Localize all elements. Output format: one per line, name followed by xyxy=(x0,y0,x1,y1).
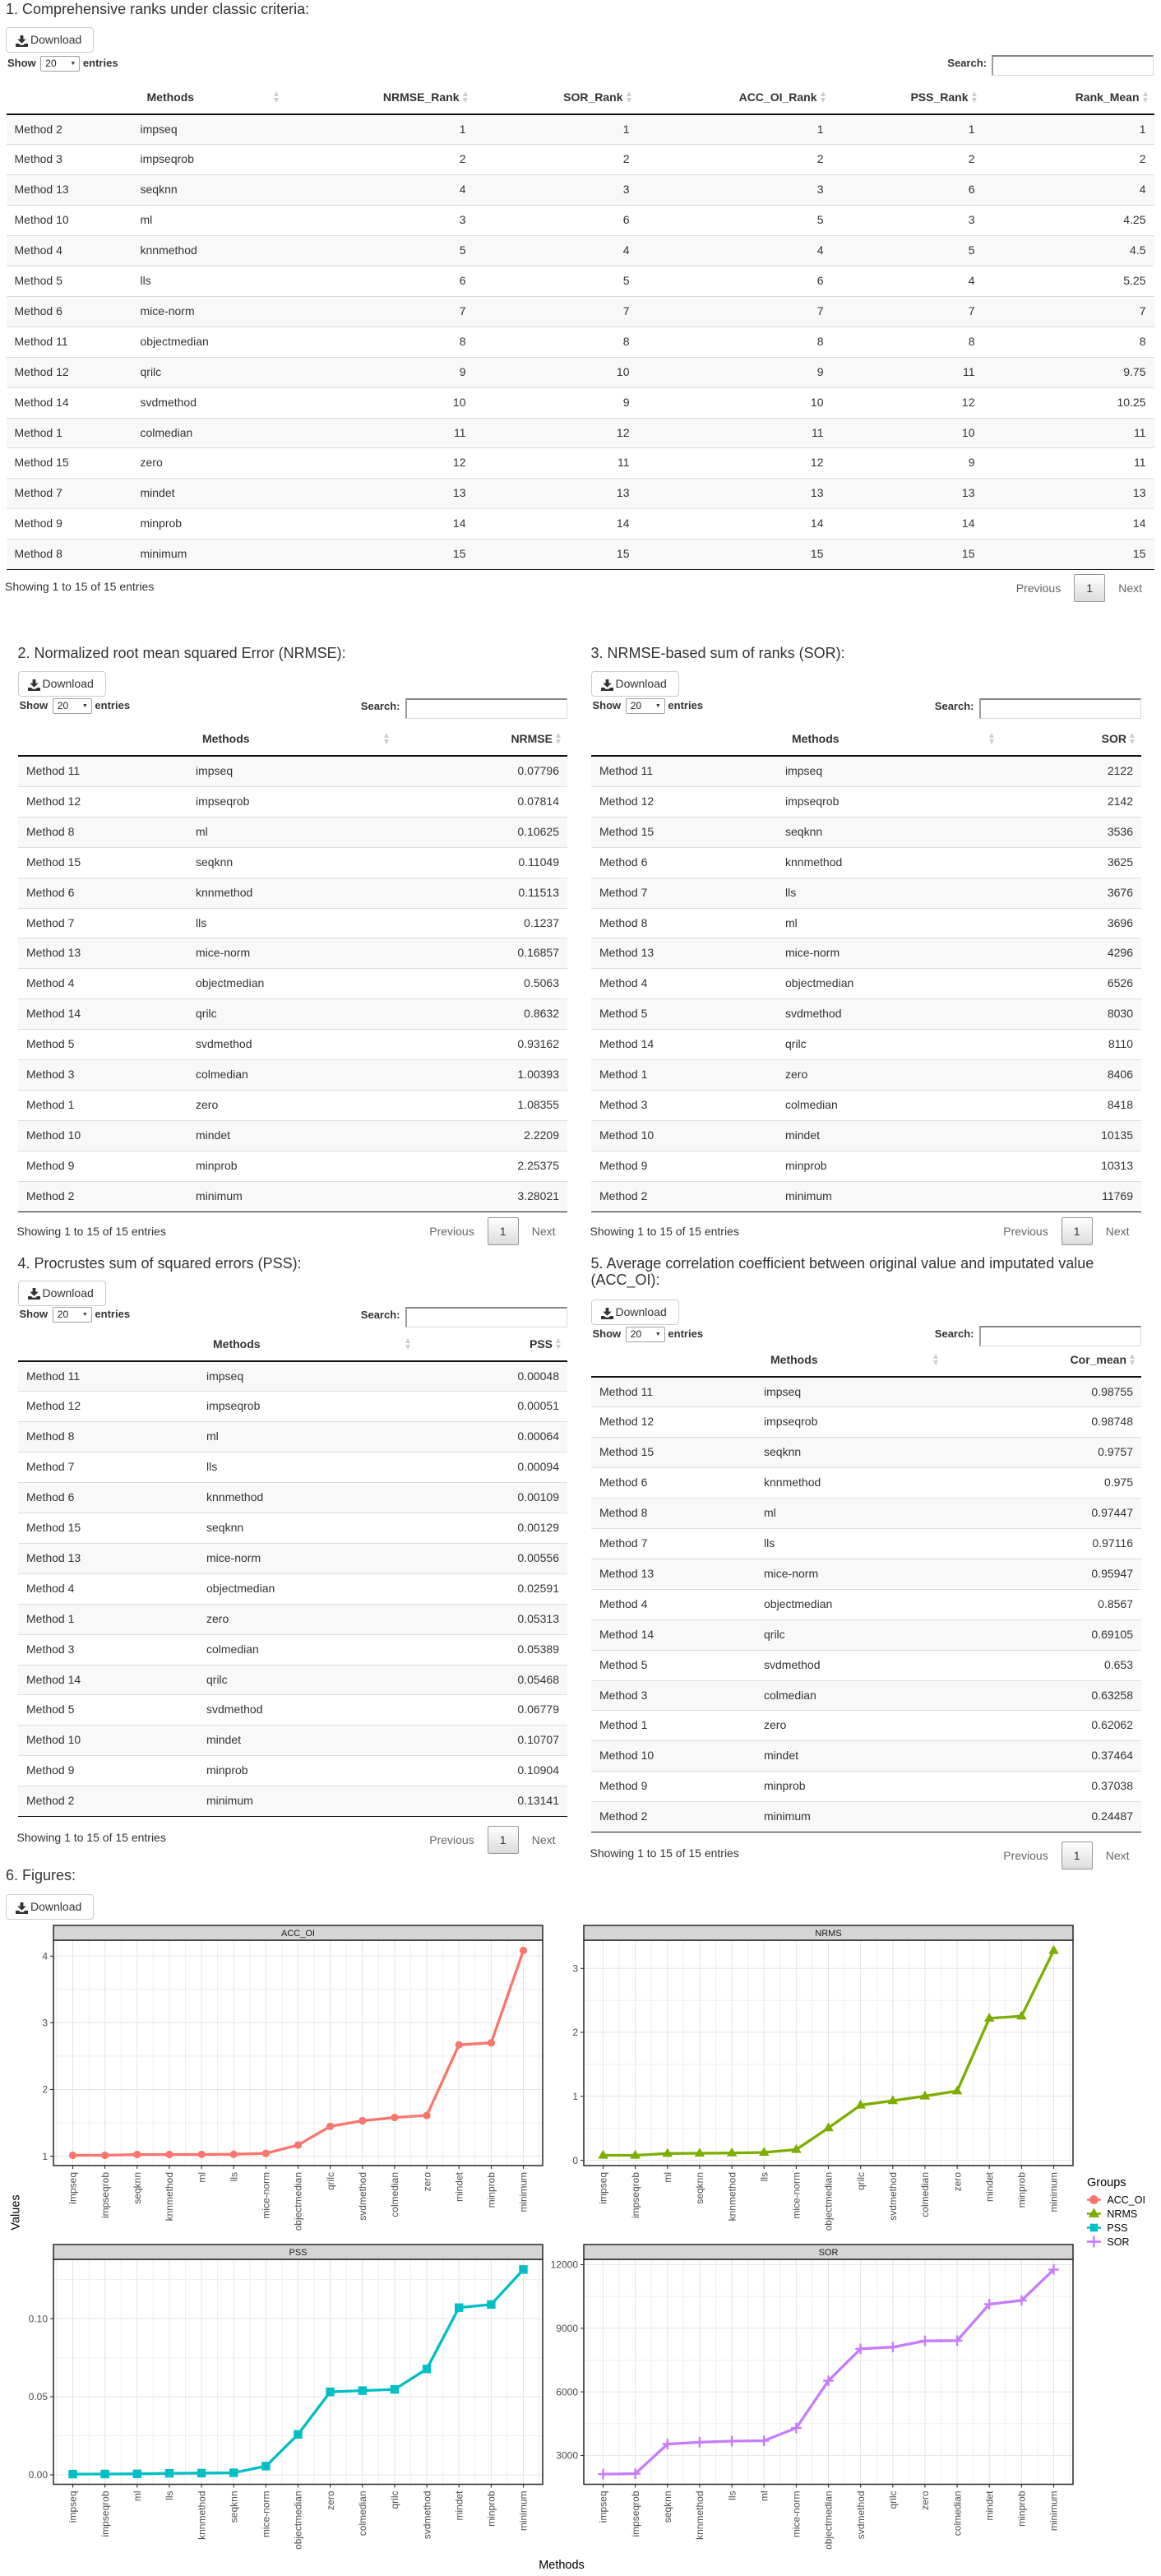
svg-text:impseq: impseq xyxy=(598,2172,609,2204)
svg-text:lls: lls xyxy=(164,2491,175,2500)
svg-text:4: 4 xyxy=(42,1951,48,1962)
svg-text:zero: zero xyxy=(421,2172,432,2192)
svg-text:objectmedian: objectmedian xyxy=(823,2172,835,2231)
svg-text:qrilc: qrilc xyxy=(325,2172,336,2190)
svg-text:svdmethod: svdmethod xyxy=(357,2172,368,2221)
svg-text:3: 3 xyxy=(42,2018,48,2029)
svg-text:impseq: impseq xyxy=(67,2491,79,2523)
svg-text:seqknn: seqknn xyxy=(662,2491,673,2523)
svg-text:svdmethod: svdmethod xyxy=(421,2491,432,2540)
svg-text:9000: 9000 xyxy=(556,2323,578,2334)
svg-text:3000: 3000 xyxy=(556,2450,578,2462)
svg-text:lls: lls xyxy=(726,2491,738,2500)
svg-text:minprob: minprob xyxy=(1016,2490,1028,2527)
svg-text:impseq: impseq xyxy=(67,2172,79,2204)
svg-text:zero: zero xyxy=(325,2490,336,2510)
svg-text:mice-norm: mice-norm xyxy=(261,2172,272,2219)
svg-text:Methods: Methods xyxy=(539,2559,585,2572)
svg-text:minprob: minprob xyxy=(1016,2172,1028,2208)
svg-text:impseqrob: impseqrob xyxy=(630,2172,641,2218)
svg-text:minimum: minimum xyxy=(1048,2172,1060,2212)
svg-text:mice-norm: mice-norm xyxy=(791,2490,803,2537)
svg-text:knnmethod: knnmethod xyxy=(164,2172,175,2221)
svg-text:ACC_OI: ACC_OI xyxy=(1107,2194,1145,2206)
svg-text:Groups: Groups xyxy=(1087,2176,1126,2189)
svg-text:mice-norm: mice-norm xyxy=(261,2490,272,2537)
svg-text:0.10: 0.10 xyxy=(29,2313,49,2324)
svg-text:seqknn: seqknn xyxy=(228,2491,239,2523)
svg-text:6000: 6000 xyxy=(556,2386,578,2398)
svg-text:1: 1 xyxy=(42,2151,48,2162)
svg-text:ml: ml xyxy=(196,2172,207,2183)
svg-text:Values: Values xyxy=(10,2194,23,2230)
svg-text:impseq: impseq xyxy=(598,2491,609,2523)
svg-text:mice-norm: mice-norm xyxy=(791,2172,803,2219)
svg-text:colmedian: colmedian xyxy=(357,2491,368,2537)
svg-text:knnmethod: knnmethod xyxy=(694,2491,705,2540)
svg-text:knnmethod: knnmethod xyxy=(196,2491,207,2540)
svg-text:1: 1 xyxy=(572,2091,578,2102)
svg-text:qrilc: qrilc xyxy=(887,2491,899,2509)
svg-text:2: 2 xyxy=(572,2027,578,2038)
svg-text:impseqrob: impseqrob xyxy=(99,2490,111,2537)
svg-text:PSS: PSS xyxy=(289,2248,307,2258)
svg-text:SOR: SOR xyxy=(819,2248,839,2258)
svg-text:zero: zero xyxy=(919,2490,931,2510)
svg-text:minprob: minprob xyxy=(486,2172,497,2208)
svg-text:NRMS: NRMS xyxy=(815,1929,841,1939)
svg-text:ml: ml xyxy=(132,2491,143,2502)
svg-text:seqknn: seqknn xyxy=(132,2172,143,2204)
svg-text:seqknn: seqknn xyxy=(694,2172,705,2204)
svg-text:knnmethod: knnmethod xyxy=(726,2172,738,2221)
svg-text:objectmedian: objectmedian xyxy=(823,2491,835,2550)
svg-text:PSS: PSS xyxy=(1107,2222,1127,2234)
svg-text:impseqrob: impseqrob xyxy=(630,2490,641,2537)
svg-text:lls: lls xyxy=(758,2172,770,2181)
svg-text:ACC_OI: ACC_OI xyxy=(281,1929,315,1939)
svg-text:objectmedian: objectmedian xyxy=(293,2491,304,2550)
svg-text:3: 3 xyxy=(572,1963,578,1975)
svg-text:minimum: minimum xyxy=(1048,2491,1060,2532)
svg-text:svdmethod: svdmethod xyxy=(855,2491,867,2540)
svg-text:minimum: minimum xyxy=(518,2491,530,2532)
svg-text:ml: ml xyxy=(758,2491,770,2502)
svg-text:colmedian: colmedian xyxy=(389,2172,400,2217)
svg-text:12000: 12000 xyxy=(551,2259,579,2271)
svg-text:minprob: minprob xyxy=(486,2490,497,2527)
svg-text:0.00: 0.00 xyxy=(29,2469,49,2481)
svg-text:2: 2 xyxy=(42,2084,48,2096)
svg-text:lls: lls xyxy=(228,2172,239,2181)
svg-text:mindet: mindet xyxy=(453,2490,465,2521)
svg-text:qrilc: qrilc xyxy=(855,2172,867,2190)
svg-text:impseqrob: impseqrob xyxy=(99,2172,111,2218)
svg-text:qrilc: qrilc xyxy=(389,2491,400,2509)
svg-text:mindet: mindet xyxy=(983,2490,995,2521)
svg-text:NRMS: NRMS xyxy=(1107,2208,1137,2220)
svg-text:objectmedian: objectmedian xyxy=(293,2172,304,2231)
svg-text:colmedian: colmedian xyxy=(919,2172,931,2217)
svg-text:svdmethod: svdmethod xyxy=(887,2172,899,2221)
svg-text:SOR: SOR xyxy=(1107,2236,1129,2248)
svg-text:ml: ml xyxy=(662,2172,673,2183)
svg-text:mindet: mindet xyxy=(983,2171,995,2202)
svg-text:0: 0 xyxy=(572,2155,578,2166)
svg-text:mindet: mindet xyxy=(453,2171,465,2202)
svg-text:minimum: minimum xyxy=(518,2172,530,2212)
svg-text:colmedian: colmedian xyxy=(951,2491,963,2537)
svg-text:0.05: 0.05 xyxy=(29,2391,49,2402)
svg-text:zero: zero xyxy=(951,2172,963,2192)
